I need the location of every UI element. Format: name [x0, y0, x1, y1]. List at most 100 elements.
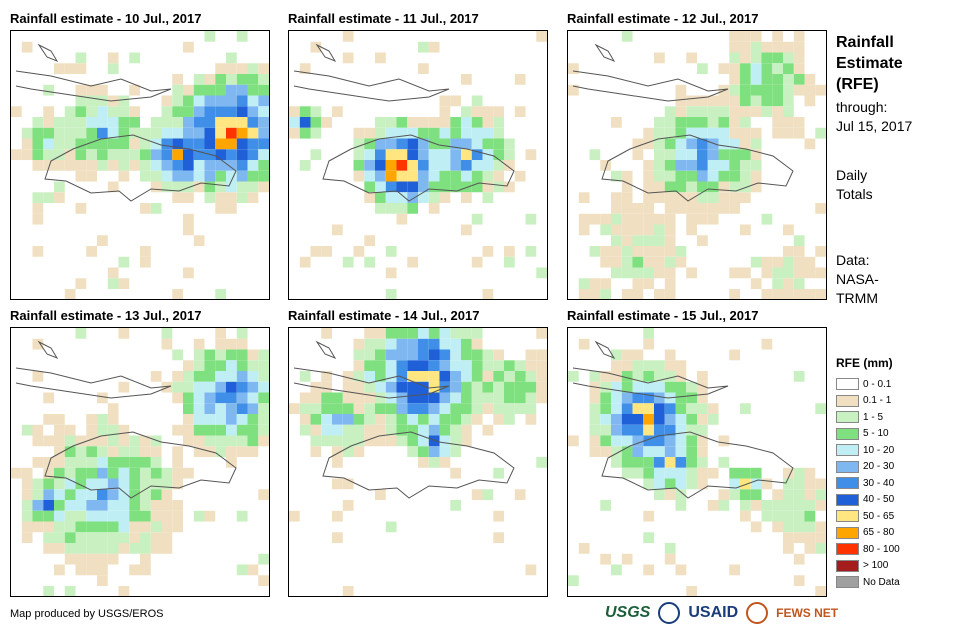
rain-cell [385, 371, 397, 382]
rain-cell [750, 256, 762, 268]
rain-cell [204, 74, 216, 85]
rain-cell [750, 84, 762, 96]
rain-cell [418, 127, 429, 139]
rain-cell [611, 381, 622, 393]
rain-cell [621, 246, 633, 257]
rain-cell [54, 446, 65, 458]
rain-cell [226, 84, 237, 96]
rain-cell [675, 500, 687, 511]
rain-cell [204, 181, 216, 193]
rain-cell [21, 489, 33, 501]
rain-cell [740, 41, 751, 53]
rain-cell [482, 181, 494, 193]
legend-label: 20 - 30 [863, 461, 895, 473]
rain-cell [226, 160, 237, 171]
rain-cell [64, 521, 76, 533]
rain-cell [75, 457, 87, 468]
rain-cell [140, 138, 151, 150]
coastline [315, 43, 337, 63]
rain-cell [332, 424, 343, 436]
rain-cell [75, 117, 87, 128]
rain-cell [353, 246, 365, 257]
rain-cell [75, 203, 87, 214]
rain-cell [697, 138, 708, 150]
rainfall-map [288, 30, 548, 300]
rain-cell [129, 106, 141, 118]
rain-cell [611, 424, 622, 436]
coastline [44, 134, 237, 202]
rain-cell [299, 414, 311, 425]
rain-cell [226, 74, 237, 85]
rain-cell [183, 160, 194, 171]
rain-cell [450, 160, 462, 171]
rain-cell [793, 371, 805, 382]
rain-cell [183, 424, 194, 436]
rain-cell [772, 31, 784, 42]
coastline [322, 431, 515, 499]
rain-cell [375, 371, 386, 382]
rain-cell [396, 360, 408, 372]
rain-cell [193, 392, 205, 404]
rain-cell [375, 338, 386, 350]
rain-cell [793, 553, 805, 565]
daily-line: Totals [836, 186, 873, 202]
rain-cell [75, 138, 87, 150]
rain-cell [450, 467, 462, 479]
rain-cell [482, 289, 494, 299]
rain-cell [621, 360, 633, 372]
rain-cell [707, 138, 719, 150]
rain-cell [761, 106, 773, 118]
rain-cell [482, 489, 494, 501]
rain-cell [643, 532, 655, 544]
rain-cell [675, 446, 687, 458]
rain-cell [97, 532, 108, 544]
rain-cell [97, 521, 108, 533]
legend-label: 0.1 - 1 [863, 395, 892, 407]
rain-cell [21, 521, 33, 533]
rain-cell [493, 467, 505, 479]
rain-cell [118, 138, 130, 150]
rain-cell [664, 424, 676, 436]
rain-cell [193, 403, 205, 415]
rain-cell [407, 192, 419, 204]
rain-cell [761, 63, 773, 75]
rain-cell [353, 381, 365, 393]
rain-cell [772, 84, 784, 96]
rain-cell [428, 424, 440, 436]
rain-cell [21, 138, 33, 150]
rain-cell [21, 127, 33, 139]
rain-cell [664, 381, 676, 393]
rain-cell [578, 224, 590, 236]
rain-cell [342, 371, 354, 382]
rain-cell [697, 371, 708, 382]
rain-cell [621, 467, 633, 479]
rain-cell [772, 52, 784, 64]
rain-cell [654, 478, 665, 490]
rain-cell [632, 349, 644, 361]
rain-cell [385, 246, 397, 257]
rain-cell [418, 181, 429, 193]
rain-cell [247, 170, 259, 182]
rain-cell [600, 553, 612, 565]
rain-cell [310, 149, 322, 161]
rain-cell [193, 235, 205, 247]
rain-cell [493, 127, 505, 139]
rain-cell [236, 117, 248, 128]
rain-cell [686, 149, 698, 161]
rain-cell [193, 170, 205, 182]
legend-item: 65 - 80 [836, 525, 900, 542]
rain-cell [611, 564, 622, 576]
rain-cell [439, 403, 451, 415]
rain-cell [172, 149, 184, 161]
rain-cell [439, 95, 451, 107]
rain-cell [504, 149, 515, 161]
rain-cell [718, 192, 730, 204]
rain-cell [428, 138, 440, 150]
rain-cell [64, 138, 76, 150]
legend-label: 65 - 80 [863, 527, 895, 539]
rain-cell [375, 203, 386, 214]
rain-cell [654, 138, 665, 150]
rain-cell [32, 138, 44, 150]
rain-cell [140, 457, 151, 468]
rain-cell [450, 338, 462, 350]
